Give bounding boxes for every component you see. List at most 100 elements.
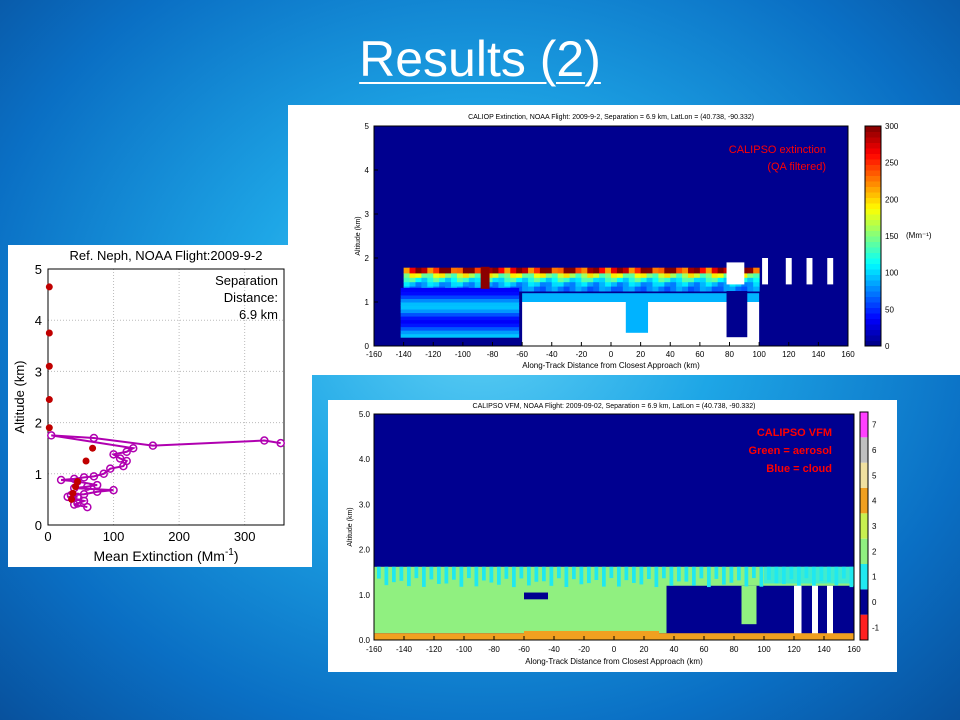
x-tick-label: 80 bbox=[725, 350, 734, 359]
extinction-cell bbox=[528, 267, 535, 274]
extinction-cell bbox=[528, 277, 535, 283]
extinction-cell bbox=[693, 273, 701, 279]
extinction-cell bbox=[516, 277, 523, 283]
annotation-text: Separation bbox=[215, 273, 278, 288]
extinction-cell bbox=[451, 277, 458, 283]
x-tick-label: 300 bbox=[234, 529, 256, 544]
extinction-cell bbox=[427, 267, 434, 274]
y-tick-label: 4 bbox=[35, 313, 42, 328]
extinction-cell bbox=[492, 282, 499, 288]
extinction-cell bbox=[658, 273, 665, 279]
colorbar-cell bbox=[860, 538, 868, 564]
series-point bbox=[68, 495, 76, 503]
extinction-cell bbox=[688, 267, 695, 274]
extinction-cell bbox=[539, 267, 547, 274]
extinction-cell bbox=[409, 273, 416, 279]
colorbar-tick-label: 5 bbox=[872, 471, 877, 480]
y-tick-label: 3.0 bbox=[359, 500, 371, 509]
series-point bbox=[47, 431, 56, 440]
extinction-cell bbox=[409, 267, 416, 274]
x-tick-label: -100 bbox=[455, 350, 472, 359]
extinction-cell bbox=[634, 286, 642, 292]
annotation-text: Blue = cloud bbox=[766, 463, 832, 475]
series-point bbox=[45, 283, 53, 291]
extinction-cell bbox=[622, 267, 630, 274]
extinction-cell bbox=[439, 273, 446, 279]
extinction-cell bbox=[557, 286, 565, 292]
colorbar-tick-label: 6 bbox=[872, 446, 877, 455]
extinction-cell bbox=[682, 277, 689, 283]
extinction-cell bbox=[539, 282, 547, 288]
vfm-cloud-cell bbox=[542, 566, 546, 582]
series-point bbox=[276, 438, 285, 448]
vfm-cloud-cell bbox=[474, 566, 479, 587]
extinction-cell bbox=[605, 267, 612, 274]
colorbar-tick-label: 2 bbox=[872, 547, 877, 556]
extinction-cell bbox=[611, 277, 618, 283]
extinction-cell bbox=[664, 273, 671, 279]
colorbar-cell bbox=[865, 208, 881, 215]
series-point bbox=[106, 464, 115, 473]
extinction-cell bbox=[729, 282, 736, 288]
colorbar-tick-label: 100 bbox=[885, 269, 899, 278]
extinction-cell bbox=[498, 267, 505, 274]
extinction-cell bbox=[711, 277, 719, 283]
extinction-cell bbox=[433, 267, 440, 274]
x-tick-label: -60 bbox=[518, 645, 530, 654]
x-tick-label: -20 bbox=[576, 350, 588, 359]
colorbar-cell bbox=[865, 252, 881, 259]
extinction-cell bbox=[705, 282, 713, 288]
vfm-cloud-cell bbox=[699, 566, 704, 579]
colorbar-cell bbox=[865, 269, 881, 275]
extinction-cell bbox=[605, 282, 612, 288]
vfm-cloud-cell bbox=[579, 566, 584, 585]
vfm-cloud-cell bbox=[399, 566, 404, 581]
extinction-cell bbox=[551, 286, 559, 292]
vfm-cloud-cell bbox=[504, 566, 509, 579]
extinction-cell bbox=[670, 282, 677, 288]
series-point bbox=[83, 482, 92, 491]
extinction-cell bbox=[400, 330, 520, 335]
extinction-cell bbox=[682, 286, 689, 292]
extinction-cell bbox=[557, 282, 565, 288]
extinction-cell bbox=[462, 282, 470, 288]
extinction-cell bbox=[605, 286, 612, 292]
extinction-cell bbox=[400, 316, 520, 321]
vfm-cloud-cell bbox=[459, 566, 464, 587]
vfm-aerosol-region bbox=[741, 585, 757, 625]
extinction-cell bbox=[400, 302, 520, 307]
x-tick-label: 140 bbox=[817, 645, 831, 654]
extinction-cell bbox=[433, 277, 440, 283]
extinction-cell bbox=[676, 267, 683, 274]
series-point bbox=[122, 447, 131, 457]
extinction-cell bbox=[456, 282, 464, 288]
extinction-cell bbox=[533, 267, 541, 274]
colorbar-cell bbox=[865, 241, 881, 248]
extinction-cell bbox=[445, 273, 452, 279]
x-tick-label: 60 bbox=[700, 645, 709, 654]
extinction-cell bbox=[705, 277, 713, 283]
chart-title: Ref. Neph, NOAA Flight:2009-9-2 bbox=[70, 248, 263, 263]
series-point bbox=[119, 461, 128, 471]
colorbar-cell bbox=[860, 589, 868, 615]
vfm-surface-region bbox=[524, 630, 659, 638]
extinction-cell bbox=[400, 333, 520, 338]
no-data-region bbox=[785, 258, 792, 285]
extinction-cell bbox=[747, 277, 754, 283]
vfm-cloud-cell bbox=[654, 566, 659, 588]
y-tick-label: 4 bbox=[365, 166, 370, 175]
extinction-cell bbox=[557, 267, 565, 274]
colorbar-cell bbox=[865, 318, 881, 325]
series-point bbox=[109, 485, 118, 495]
extinction-cell bbox=[474, 273, 482, 279]
extinction-cell bbox=[658, 286, 665, 292]
series-point bbox=[128, 443, 138, 453]
extinction-cell bbox=[445, 277, 452, 283]
extinction-cell bbox=[569, 273, 576, 279]
colorbar-cell bbox=[865, 263, 881, 270]
extinction-cell bbox=[400, 291, 520, 296]
colorbar-cell bbox=[865, 247, 881, 253]
extinction-cell bbox=[415, 282, 422, 288]
extinction-cell bbox=[451, 267, 458, 274]
extinction-cell bbox=[676, 282, 683, 288]
